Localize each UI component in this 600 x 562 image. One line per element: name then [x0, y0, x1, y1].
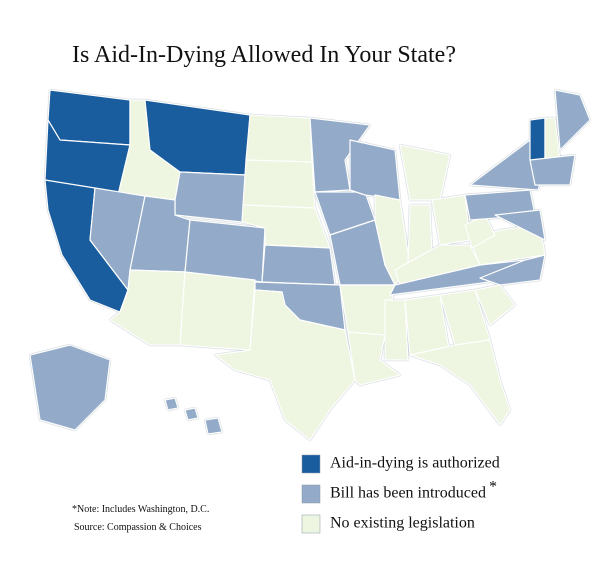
state [409, 339, 511, 426]
us-map [29, 89, 591, 441]
legend: Aid-in-dying is authorized Bill has been … [301, 454, 500, 534]
state [309, 117, 371, 193]
state [184, 219, 266, 283]
legend-swatch [301, 484, 321, 504]
legend-mark: * [489, 479, 497, 496]
state [479, 254, 546, 286]
state [529, 154, 576, 186]
note: *Note: Includes Washington, D.C. [72, 504, 209, 515]
state [179, 271, 256, 351]
state [431, 194, 471, 246]
title: Is Aid-In-Dying Allowed In Your State? [72, 42, 456, 68]
state [394, 244, 481, 286]
state [261, 244, 336, 286]
source: Source: Compassion & Choices [74, 522, 202, 533]
state [242, 159, 316, 209]
state [384, 299, 409, 361]
legend-label: Bill has been introduced [330, 485, 486, 502]
state [214, 289, 356, 441]
legend-swatch [301, 514, 321, 534]
state [47, 89, 131, 146]
state [399, 144, 451, 201]
state [529, 117, 546, 166]
state [164, 397, 179, 411]
state [349, 139, 401, 201]
legend-label: Aid-in-dying is authorized [330, 455, 500, 472]
legend-label: No existing legislation [330, 515, 475, 532]
state [204, 417, 223, 435]
state [245, 114, 313, 163]
state [494, 209, 546, 241]
legend-swatch [301, 454, 321, 474]
state [184, 407, 199, 421]
state [29, 344, 111, 431]
state [554, 89, 591, 151]
state [474, 284, 516, 326]
state [174, 171, 247, 223]
